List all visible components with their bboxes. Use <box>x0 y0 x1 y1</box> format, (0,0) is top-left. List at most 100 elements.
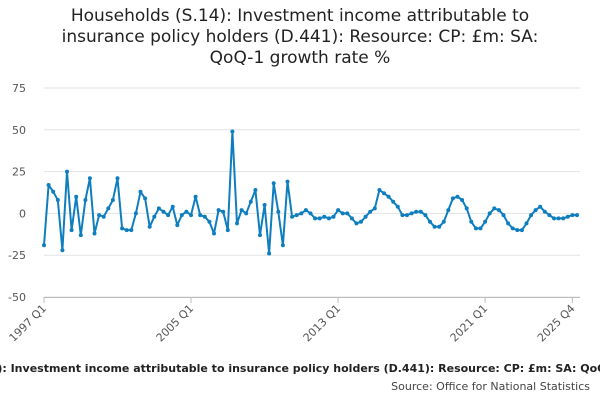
chart-title-line: insurance policy holders (D.441): Resour… <box>61 27 539 47</box>
data-point <box>60 248 65 253</box>
data-point <box>372 206 377 211</box>
data-point <box>542 209 547 214</box>
data-point <box>262 203 267 207</box>
data-point <box>524 221 529 226</box>
data-point <box>276 209 281 214</box>
y-tick-label: 50 <box>12 124 26 137</box>
y-tick-label: 75 <box>12 82 26 95</box>
data-point <box>143 196 148 201</box>
legend-label: Households (S.14): Investment income att… <box>0 362 600 375</box>
data-point <box>556 216 561 221</box>
data-point <box>221 209 226 214</box>
data-point <box>386 194 391 199</box>
data-point <box>51 189 56 194</box>
data-point <box>460 198 465 202</box>
x-tick-label: 2013 Q1 <box>301 302 344 345</box>
data-point <box>74 194 79 199</box>
data-point <box>175 223 180 228</box>
data-point <box>345 211 350 216</box>
data-point <box>120 226 125 231</box>
data-point <box>432 224 437 229</box>
data-point <box>405 213 409 218</box>
data-point <box>354 221 359 226</box>
data-point <box>170 204 175 209</box>
data-point <box>441 219 446 224</box>
data-point <box>349 216 354 221</box>
data-point <box>92 231 97 236</box>
data-point <box>299 211 304 216</box>
x-tick-label: 1997 Q1 <box>7 302 50 345</box>
data-point <box>455 194 460 199</box>
data-point <box>207 219 212 224</box>
data-point <box>368 209 373 214</box>
data-point <box>561 216 566 221</box>
data-point <box>184 209 189 214</box>
data-point <box>193 194 198 199</box>
data-point <box>519 228 524 233</box>
data-point <box>212 231 216 236</box>
gridlines <box>44 87 580 298</box>
data-point <box>501 213 506 218</box>
data-point <box>322 214 327 219</box>
data-point <box>166 213 171 218</box>
data-point <box>303 208 308 213</box>
data-point <box>570 213 575 218</box>
data-point <box>267 251 272 256</box>
data-point <box>331 214 336 219</box>
data-point <box>230 129 235 134</box>
x-tick-label: 2005 Q1 <box>154 302 197 345</box>
y-tick-label: 25 <box>12 166 26 179</box>
data-point <box>294 213 299 218</box>
data-point <box>124 228 129 233</box>
x-tick-label: 2025 Q4 <box>535 302 578 345</box>
data-point <box>496 208 501 213</box>
chart-title-line: Households (S.14): Investment income att… <box>70 6 530 26</box>
data-point <box>253 188 258 192</box>
data-point <box>87 176 92 181</box>
data-point <box>538 204 543 209</box>
data-point <box>363 214 368 219</box>
data-point <box>382 191 386 196</box>
data-point <box>450 196 455 201</box>
data-point <box>198 213 203 218</box>
data-point <box>101 214 106 219</box>
data-point <box>377 188 382 192</box>
data-point <box>235 221 239 226</box>
data-point <box>42 243 46 248</box>
data-point <box>469 219 474 224</box>
data-point <box>400 213 405 218</box>
legend: Households (S.14): Investment income att… <box>0 362 600 375</box>
data-point <box>46 183 51 187</box>
data-point <box>428 219 432 224</box>
data-point <box>565 214 570 219</box>
data-point <box>78 233 83 238</box>
data-point <box>473 226 478 231</box>
y-tick-label: 0 <box>19 207 26 220</box>
data-point <box>179 213 184 218</box>
data-point <box>83 198 88 202</box>
data-point <box>271 181 276 186</box>
data-point <box>244 211 249 216</box>
data-point <box>239 208 244 213</box>
data-point <box>446 208 451 213</box>
data-point <box>575 213 579 218</box>
data-point <box>55 198 60 202</box>
data-point <box>552 216 556 221</box>
data-point <box>510 226 515 231</box>
data-point <box>280 243 285 248</box>
data-point <box>423 213 428 218</box>
chart-title: Households (S.14): Investment income att… <box>0 6 600 69</box>
data-point <box>529 213 534 218</box>
data-point <box>492 206 497 211</box>
data-point <box>138 189 143 194</box>
data-point <box>258 233 262 238</box>
data-point <box>533 208 538 213</box>
data-point <box>317 216 322 221</box>
data-point <box>313 216 318 221</box>
data-point <box>133 211 138 216</box>
data-point <box>225 228 230 233</box>
data-point <box>336 208 341 213</box>
x-axis: 1997 Q1 2005 Q1 2013 Q1 2021 Q1 2025 Q4 <box>7 297 580 344</box>
data-point <box>506 221 511 226</box>
